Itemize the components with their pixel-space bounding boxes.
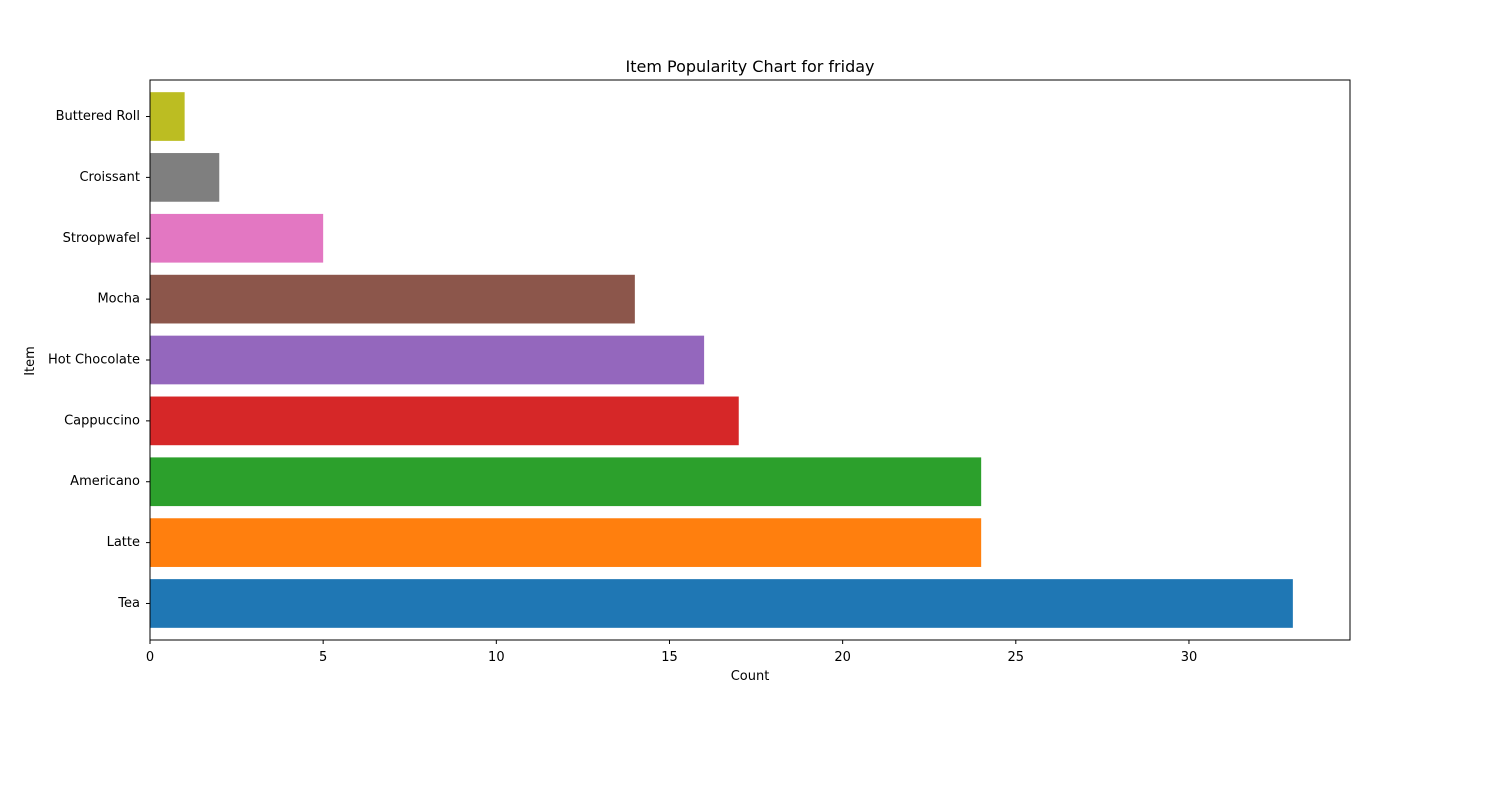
y-tick-label: Americano [70, 474, 140, 489]
chart-title: Item Popularity Chart for friday [626, 57, 875, 76]
x-tick-label: 0 [146, 650, 154, 665]
y-tick-label: Croissant [79, 170, 140, 185]
y-tick-label: Buttered Roll [56, 109, 140, 124]
y-tick-label: Stroopwafel [63, 231, 140, 246]
bar-buttered-roll [150, 92, 185, 141]
x-tick-label: 10 [488, 650, 505, 665]
y-tick-label: Hot Chocolate [48, 353, 140, 368]
bars-layer [150, 92, 1293, 628]
y-axis-ticks: Tea Latte Americano Cappuccino Hot Chocolate… [48, 109, 150, 611]
y-tick-label: Tea [117, 596, 140, 611]
bar-stroopwafel [150, 213, 324, 263]
bar-mocha [150, 274, 635, 324]
x-tick-label: 30 [1181, 650, 1198, 665]
bar-cappuccino [150, 396, 739, 446]
bar-hot-chocolate [150, 335, 705, 385]
bar-croissant [150, 153, 220, 202]
y-tick-label: Cappuccino [64, 413, 140, 428]
plot-frame [149, 79, 1351, 641]
y-tick-label: Mocha [97, 292, 140, 307]
x-tick-label: 25 [1008, 650, 1025, 665]
bar-americano [150, 457, 982, 507]
x-axis-label: Count [731, 669, 770, 684]
x-axis-ticks: 0 5 10 15 20 25 30 [146, 640, 1197, 665]
bar-tea [150, 579, 1293, 628]
x-tick-label: 15 [661, 650, 678, 665]
y-tick-label: Latte [107, 535, 140, 550]
x-tick-label: 5 [319, 650, 327, 665]
y-axis-label: Item [23, 346, 38, 376]
bar-latte [150, 518, 982, 567]
x-tick-label: 20 [834, 650, 851, 665]
